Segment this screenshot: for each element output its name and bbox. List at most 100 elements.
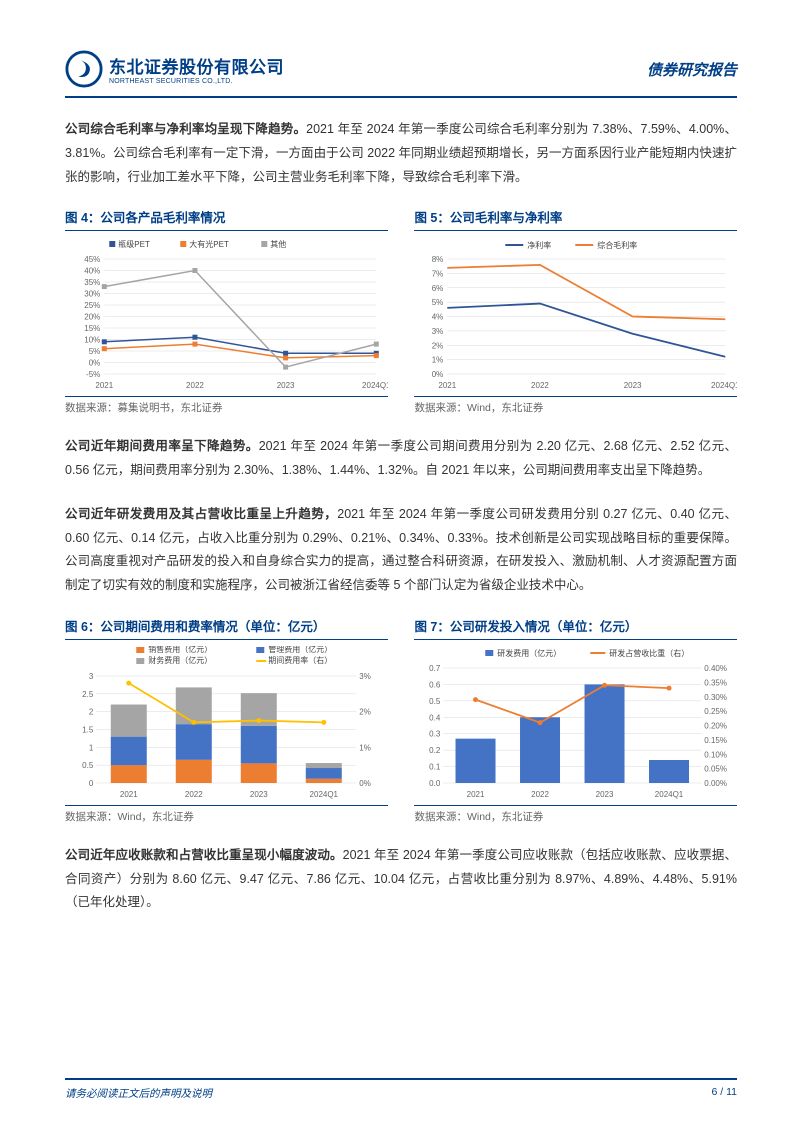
svg-text:0.0: 0.0 [430, 779, 442, 788]
paragraph-1: 公司综合毛利率与净利率均呈现下降趋势。2021 年至 2024 年第一季度公司综… [65, 118, 737, 189]
svg-text:3%: 3% [432, 327, 444, 336]
svg-text:2%: 2% [359, 707, 371, 716]
chart5-source: 数据来源：Wind，东北证券 [414, 396, 737, 415]
chart6-title: 图 6：公司期间费用和费率情况（单位：亿元） [65, 616, 388, 640]
paragraph-4: 公司近年应收账款和占营收比重呈现小幅度波动。2021 年至 2024 年第一季度… [65, 844, 737, 915]
svg-text:25%: 25% [84, 301, 100, 310]
svg-text:15%: 15% [84, 324, 100, 333]
svg-text:5%: 5% [89, 347, 101, 356]
svg-text:6%: 6% [432, 284, 444, 293]
svg-text:2022: 2022 [532, 790, 550, 799]
svg-text:2023: 2023 [277, 381, 295, 390]
svg-text:其他: 其他 [270, 239, 286, 249]
footer-disclaimer: 请务必阅读正文后的声明及说明 [65, 1086, 212, 1101]
svg-text:2021: 2021 [467, 790, 485, 799]
svg-text:45%: 45% [84, 255, 100, 264]
svg-text:40%: 40% [84, 267, 100, 276]
svg-text:2024Q1: 2024Q1 [310, 790, 339, 799]
para4-bold: 公司近年应收账款和占营收比重呈现小幅度波动。 [65, 848, 343, 862]
chart5-canvas: 0% 1% 2% 3% 4% 5% 6% 7% 8% 2021 2022 2023 2024Q1 净利率 综… [414, 237, 737, 392]
svg-text:7%: 7% [432, 270, 444, 279]
svg-text:1: 1 [89, 743, 94, 752]
footer-page-number: 6 / 11 [712, 1086, 738, 1101]
svg-text:5%: 5% [432, 298, 444, 307]
svg-text:0.7: 0.7 [430, 664, 442, 673]
svg-text:2023: 2023 [624, 381, 642, 390]
svg-text:0.40%: 0.40% [705, 664, 728, 673]
para2-bold: 公司近年期间费用率呈下降趋势。 [65, 439, 259, 453]
svg-text:10%: 10% [84, 336, 100, 345]
svg-text:3: 3 [89, 672, 94, 681]
logo-text: 东北证券股份有限公司 NORTHEAST SECURITIES CO.,LTD. [109, 53, 284, 85]
page-header: 东北证券股份有限公司 NORTHEAST SECURITIES CO.,LTD.… [65, 50, 737, 98]
svg-text:0%: 0% [432, 370, 444, 379]
svg-text:大有光PET: 大有光PET [189, 239, 229, 249]
svg-text:0%: 0% [89, 359, 101, 368]
report-type: 债券研究报告 [647, 59, 737, 80]
svg-text:2024Q1: 2024Q1 [711, 381, 737, 390]
svg-text:2022: 2022 [531, 381, 549, 390]
svg-text:2024Q1: 2024Q1 [362, 381, 388, 390]
svg-text:1%: 1% [359, 743, 371, 752]
svg-text:净利率: 净利率 [528, 240, 552, 250]
svg-text:0.4: 0.4 [430, 713, 442, 722]
svg-text:财务费用（亿元）: 财务费用（亿元） [148, 655, 212, 665]
page-footer: 请务必阅读正文后的声明及说明 6 / 11 [65, 1078, 737, 1101]
svg-text:2021: 2021 [120, 790, 138, 799]
svg-text:2.5: 2.5 [82, 690, 94, 699]
svg-text:1%: 1% [432, 356, 444, 365]
chart7-block: 图 7：公司研发投入情况（单位：亿元） 0.00.10.20.30.40.50.… [414, 616, 737, 824]
svg-text:3%: 3% [359, 672, 371, 681]
logo-cn: 东北证券股份有限公司 [109, 53, 284, 78]
logo-en: NORTHEAST SECURITIES CO.,LTD. [109, 78, 284, 85]
svg-text:0.5: 0.5 [82, 761, 94, 770]
chart7-canvas: 0.00.10.20.30.40.50.60.70.00%0.05%0.10%0… [414, 646, 737, 801]
para3-bold: 公司近年研发费用及其占营收比重呈上升趋势， [65, 507, 337, 521]
svg-text:0.35%: 0.35% [705, 678, 728, 687]
svg-text:35%: 35% [84, 278, 100, 287]
chart4-title: 图 4：公司各产品毛利率情况 [65, 207, 388, 231]
svg-text:0.3: 0.3 [430, 729, 442, 738]
chart7-title: 图 7：公司研发投入情况（单位：亿元） [414, 616, 737, 640]
svg-text:1.5: 1.5 [82, 725, 94, 734]
svg-text:0.05%: 0.05% [705, 764, 728, 773]
paragraph-3: 公司近年研发费用及其占营收比重呈上升趋势，2021 年至 2024 年第一季度公… [65, 503, 737, 598]
svg-text:研发费用（亿元）: 研发费用（亿元） [498, 648, 562, 658]
logo-block: 东北证券股份有限公司 NORTHEAST SECURITIES CO.,LTD. [65, 50, 284, 88]
svg-text:8%: 8% [432, 255, 444, 264]
svg-text:0.20%: 0.20% [705, 721, 728, 730]
company-logo-icon [65, 50, 103, 88]
svg-text:2021: 2021 [439, 381, 457, 390]
svg-text:20%: 20% [84, 313, 100, 322]
chart6-source: 数据来源：Wind，东北证券 [65, 805, 388, 824]
svg-text:2021: 2021 [95, 381, 113, 390]
svg-text:0: 0 [89, 779, 94, 788]
paragraph-2: 公司近年期间费用率呈下降趋势。2021 年至 2024 年第一季度公司期间费用分… [65, 435, 737, 483]
chart-row-1: 图 4：公司各产品毛利率情况 -5% 0% 5% 10% 15% 20% 25% 30% 35%… [65, 207, 737, 415]
chart4-block: 图 4：公司各产品毛利率情况 -5% 0% 5% 10% 15% 20% 25% 30% 35%… [65, 207, 388, 415]
svg-text:综合毛利率: 综合毛利率 [598, 240, 638, 250]
svg-text:研发占营收比重（右）: 研发占营收比重（右） [610, 648, 690, 658]
svg-text:0.25%: 0.25% [705, 707, 728, 716]
svg-text:2022: 2022 [185, 790, 203, 799]
svg-text:0.15%: 0.15% [705, 736, 728, 745]
svg-text:2023: 2023 [596, 790, 614, 799]
svg-text:30%: 30% [84, 290, 100, 299]
chart4-canvas: -5% 0% 5% 10% 15% 20% 25% 30% 35% 40% 45% 2021 2022 2… [65, 237, 388, 392]
chart-row-2: 图 6：公司期间费用和费率情况（单位：亿元） 0 0.5 1 1.5 2 2.5 3 0% 1%… [65, 616, 737, 824]
svg-text:0.30%: 0.30% [705, 693, 728, 702]
svg-text:2: 2 [89, 707, 94, 716]
svg-text:瓶级PET: 瓶级PET [118, 239, 150, 249]
svg-text:管理费用（亿元）: 管理费用（亿元） [268, 646, 332, 654]
svg-text:2%: 2% [432, 342, 444, 351]
svg-text:0.10%: 0.10% [705, 750, 728, 759]
svg-text:4%: 4% [432, 313, 444, 322]
svg-text:2022: 2022 [186, 381, 204, 390]
svg-text:0%: 0% [359, 779, 371, 788]
svg-text:-5%: -5% [86, 370, 100, 379]
chart5-block: 图 5：公司毛利率与净利率 0%1%2%3%4%5%6%7%8%20212022… [414, 207, 737, 415]
svg-text:0.6: 0.6 [430, 680, 442, 689]
svg-text:0.5: 0.5 [430, 697, 442, 706]
svg-text:销售费用（亿元）: 销售费用（亿元） [148, 646, 212, 654]
chart6-block: 图 6：公司期间费用和费率情况（单位：亿元） 0 0.5 1 1.5 2 2.5 3 0% 1%… [65, 616, 388, 824]
